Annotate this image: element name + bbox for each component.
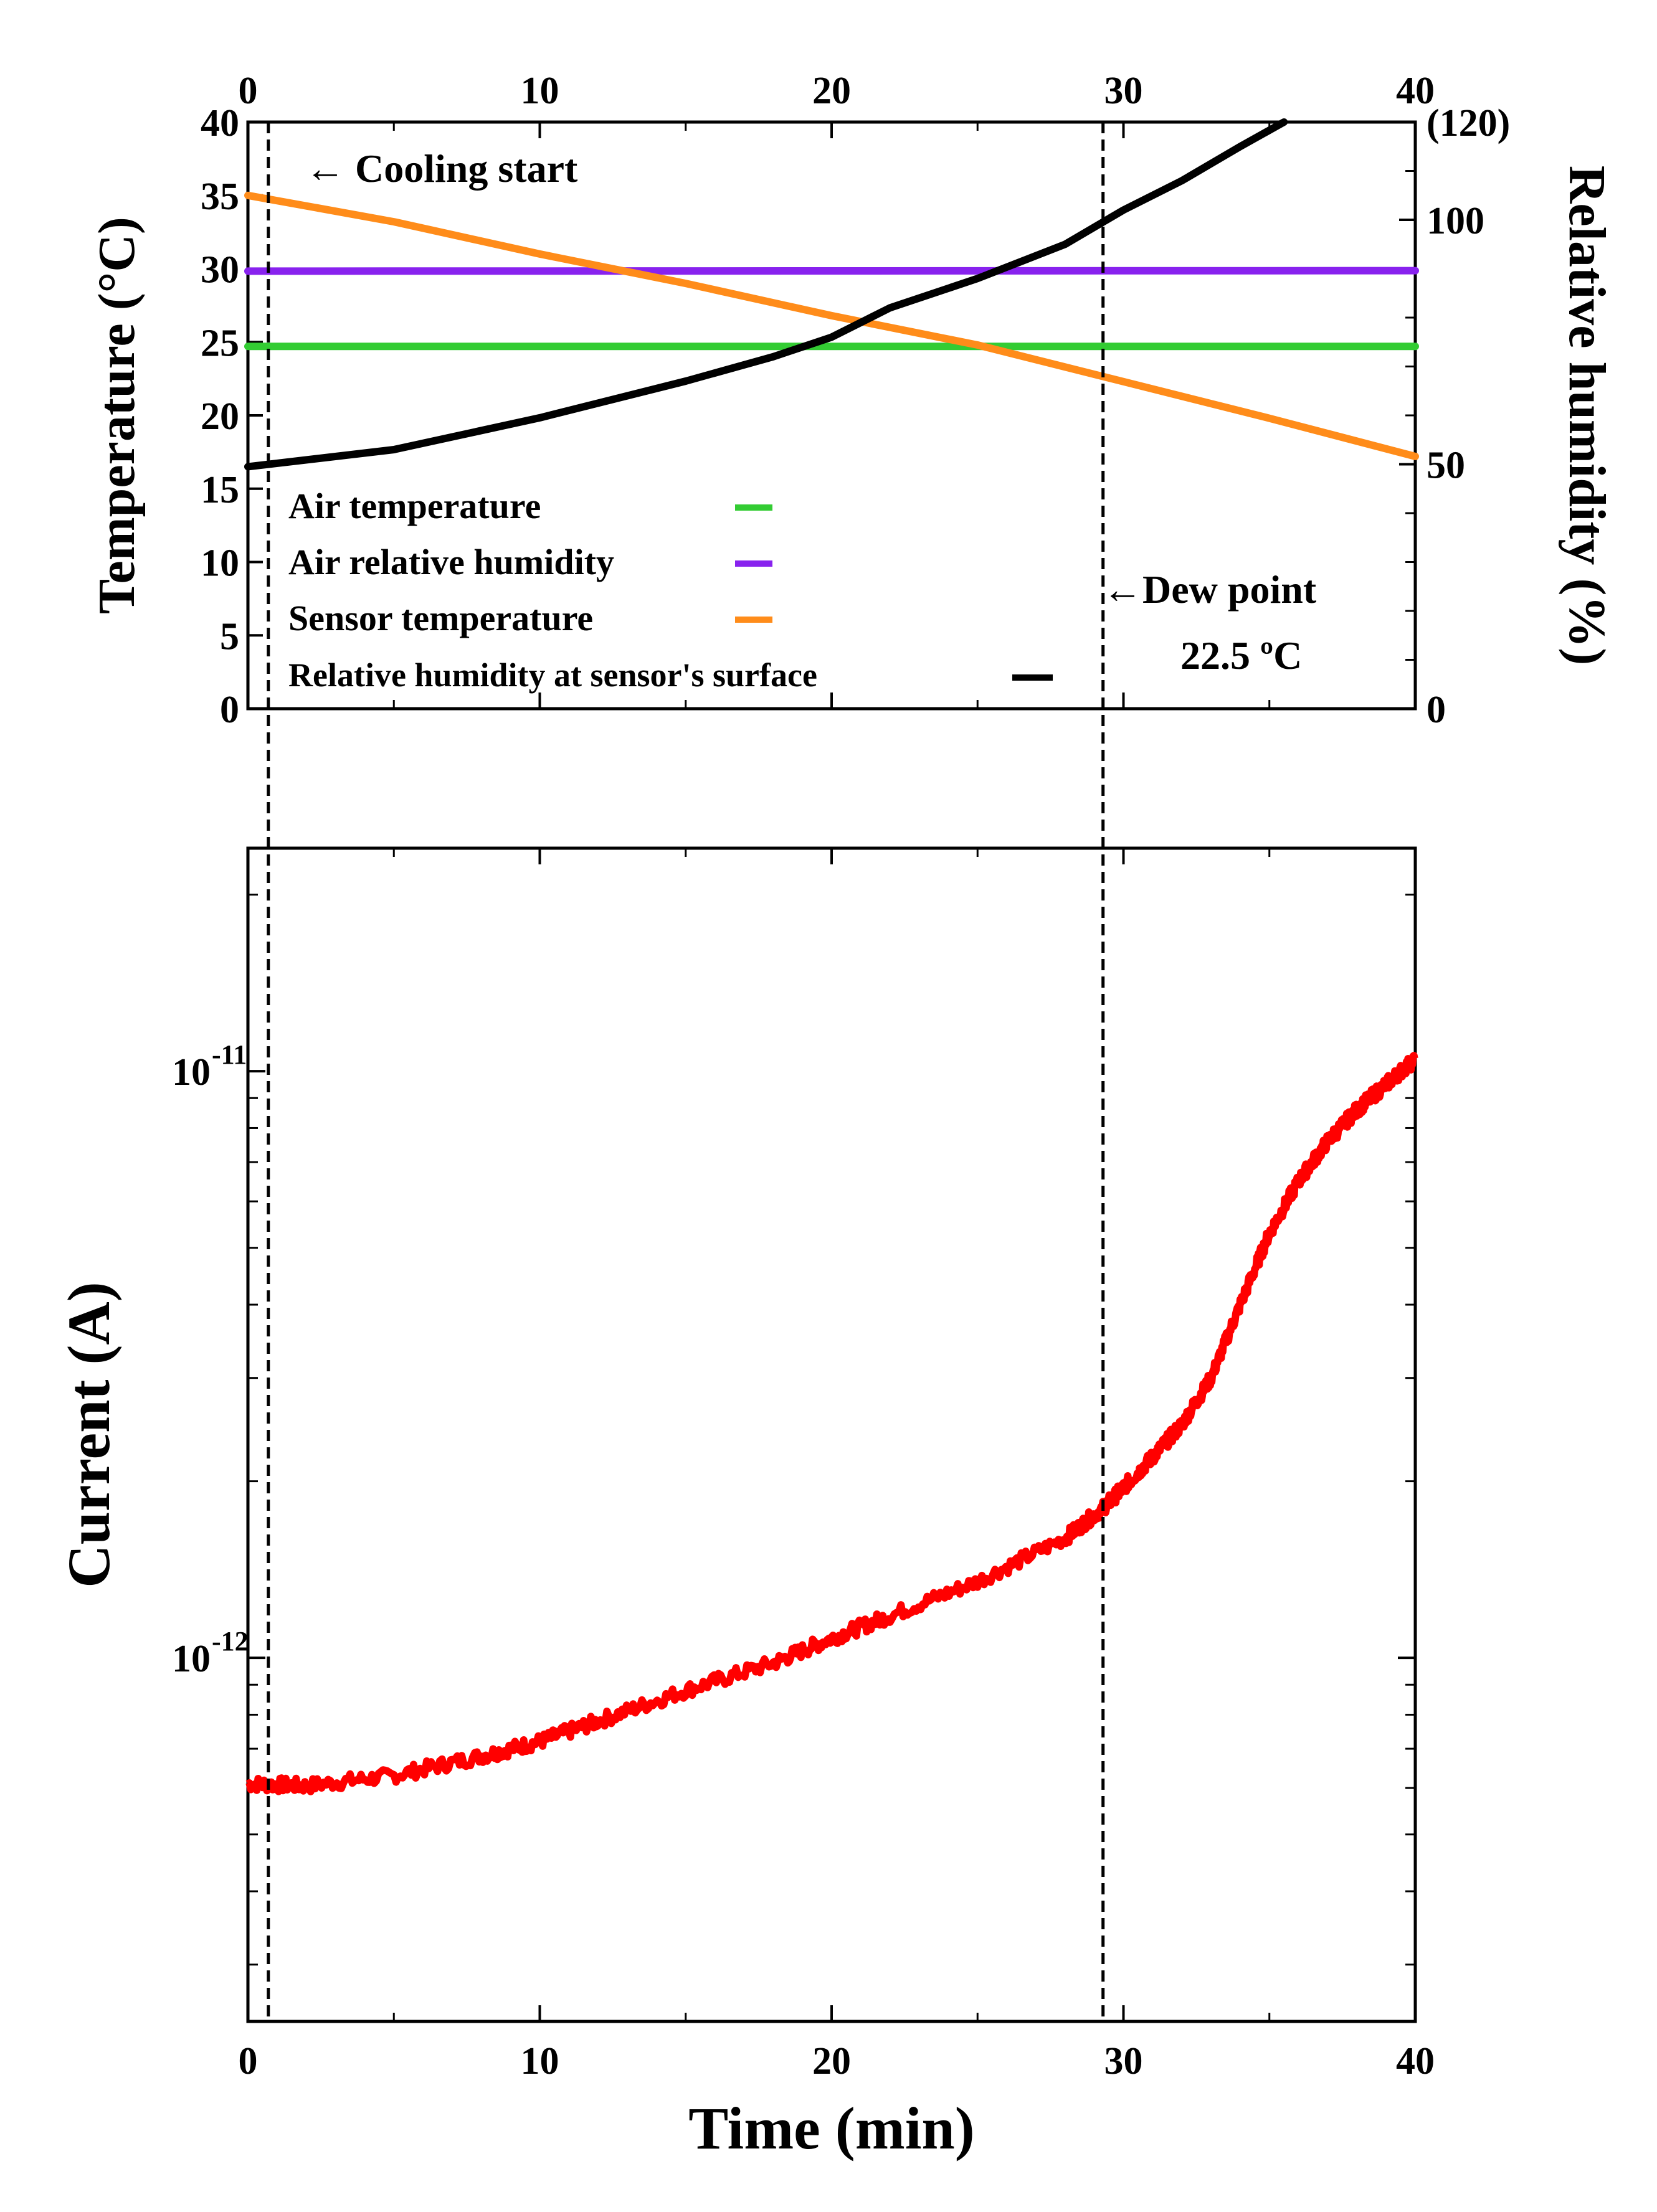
current-series-line bbox=[245, 1052, 1418, 1795]
left-y-tick-label: 10 bbox=[201, 542, 239, 585]
top-x-tick-label: 20 bbox=[812, 70, 851, 112]
left-y-tick-label: 20 bbox=[201, 395, 239, 438]
top-x-tick-label: 10 bbox=[521, 70, 559, 112]
legend-label-air-relative-humidity: Air relative humidity bbox=[288, 542, 614, 582]
log-y-tick-exponent: -12 bbox=[212, 1626, 249, 1657]
current-axis-title: Current (A) bbox=[55, 1282, 122, 1587]
left-y-tick-label: 35 bbox=[201, 176, 239, 218]
top-x-tick-label: 0 bbox=[239, 70, 258, 112]
legend: Air temperature Air relative humidity Se… bbox=[288, 486, 1053, 694]
bottom-panel-frame bbox=[246, 846, 1417, 2023]
dew-point-label: ←Dew point bbox=[1103, 567, 1317, 612]
legend-label-surface-humidity: Relative humidity at sensor's surface bbox=[288, 656, 817, 694]
right-y-tick-label: (120) bbox=[1427, 102, 1510, 144]
time-axis-title: Time (min) bbox=[688, 2095, 975, 2162]
bottom-x-tick-label: 30 bbox=[1104, 2040, 1143, 2082]
right-y-tick-label: 50 bbox=[1427, 445, 1465, 487]
top-x-tick-label: 40 bbox=[1396, 70, 1435, 112]
legend-label-air-temperature: Air temperature bbox=[288, 486, 541, 526]
right-axis-title: Relative humidity (%) bbox=[1558, 166, 1616, 666]
bottom-x-tick-label: 40 bbox=[1396, 2040, 1435, 2082]
legend-label-sensor-temperature: Sensor temperature bbox=[288, 598, 593, 638]
log-y-tick-label: 10 bbox=[172, 1051, 211, 1094]
bottom-x-tick-label: 20 bbox=[812, 2040, 851, 2082]
log-y-tick-exponent: -11 bbox=[212, 1039, 247, 1070]
bottom-series-layer bbox=[245, 1052, 1418, 1795]
cooling-start-label: ← Cooling start bbox=[305, 146, 578, 191]
bottom-x-tick-label: 10 bbox=[521, 2040, 559, 2082]
left-y-tick-label: 5 bbox=[220, 615, 239, 658]
top-x-tick-label: 30 bbox=[1104, 70, 1143, 112]
top-series-line-1 bbox=[244, 267, 1419, 275]
left-axis-title: Temperature (°C) bbox=[88, 217, 146, 614]
top-series-layer bbox=[244, 118, 1419, 471]
right-y-tick-label: 100 bbox=[1427, 200, 1484, 242]
left-y-tick-label: 30 bbox=[201, 249, 239, 291]
left-y-tick-label: 0 bbox=[220, 689, 239, 731]
event-lines bbox=[267, 122, 1105, 2021]
bottom-x-tick-label: 0 bbox=[239, 2040, 258, 2082]
top-series-line-3 bbox=[244, 118, 1288, 471]
left-y-tick-label: 40 bbox=[201, 102, 239, 144]
left-y-tick-label: 15 bbox=[201, 469, 239, 511]
log-y-tick-label: 10 bbox=[172, 1638, 211, 1680]
dew-point-value: 22.5 ºC bbox=[1180, 633, 1302, 678]
top-series-line-2 bbox=[244, 191, 1419, 460]
left-y-tick-label: 25 bbox=[201, 322, 239, 364]
right-y-tick-label: 0 bbox=[1427, 689, 1446, 731]
